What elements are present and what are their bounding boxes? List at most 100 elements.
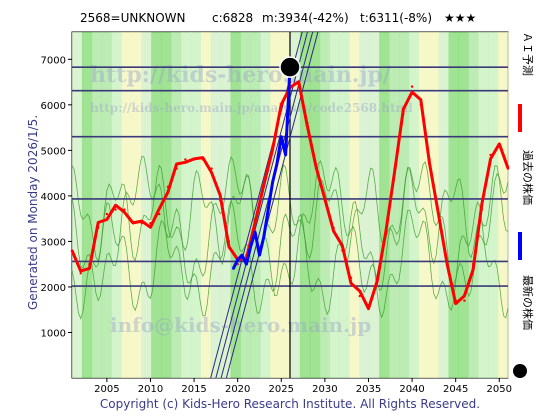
series-point <box>332 226 335 229</box>
background-band <box>161 32 172 378</box>
series-point <box>70 249 74 252</box>
series-point <box>184 158 187 161</box>
background-band <box>171 32 182 378</box>
series-point <box>367 303 370 307</box>
series-point <box>192 158 196 161</box>
x-tick-label: 2040 <box>399 384 424 395</box>
series-point <box>297 85 300 88</box>
background-band <box>299 32 311 378</box>
series-point <box>262 185 266 188</box>
series-point <box>393 167 396 170</box>
current-price-marker <box>279 56 301 78</box>
series-point <box>271 181 274 184</box>
series-point <box>262 235 266 239</box>
legend-dot <box>513 364 527 378</box>
series-point <box>284 153 287 157</box>
background-band <box>339 32 350 378</box>
y-tick-label: 7000 <box>41 55 66 66</box>
background-band <box>448 32 459 378</box>
background-band <box>131 32 142 378</box>
series-point <box>201 158 204 161</box>
series-point <box>480 208 484 211</box>
background-band <box>468 32 479 378</box>
background-band <box>369 32 380 378</box>
series-point <box>463 299 466 302</box>
x-tick-label: 2005 <box>94 384 119 395</box>
background-band <box>151 32 162 378</box>
y-tick-label: 2000 <box>41 283 66 294</box>
legend-label: 過去の株価 <box>521 150 535 205</box>
background-band <box>220 32 232 378</box>
legend-label: 最新の株価 <box>521 275 535 330</box>
background-band <box>478 32 489 378</box>
background-band <box>488 32 499 378</box>
background-band <box>309 32 321 378</box>
generated-date: Generated on Monday 2026/1/5. <box>26 115 40 310</box>
background-band <box>91 32 103 378</box>
header-min: m:3934(-42%) <box>262 11 349 25</box>
series-point <box>253 231 257 234</box>
marker-layer <box>279 56 301 78</box>
x-tick-label: 2015 <box>181 384 206 395</box>
x-tick-label: 2010 <box>138 384 163 395</box>
watermark-analysis-url: http://kids-hero.main.jp/analysis/code25… <box>90 101 413 115</box>
background-band <box>290 32 301 378</box>
background-band <box>408 32 420 378</box>
series-point <box>341 249 344 252</box>
series-point <box>240 253 244 257</box>
y-tick-label: 5000 <box>41 146 66 157</box>
series-point <box>245 262 248 266</box>
header-stars: ★★★ <box>444 11 476 25</box>
series-point <box>271 144 274 148</box>
background-band <box>349 32 360 378</box>
series-point <box>88 262 91 266</box>
header-current: c:6828 <box>212 11 253 25</box>
x-axis-ticks: 2005 2010 2015 2020 2025 2030 2035 2040 2045 2050 <box>94 378 512 395</box>
background-band <box>438 32 450 378</box>
background-band <box>319 32 331 378</box>
plot-area: http://kids-hero.main.jp/ http://kids-he… <box>70 31 510 379</box>
series-point <box>114 208 117 211</box>
series-point <box>498 144 501 148</box>
y-axis-ticks: 1000 2000 3000 4000 5000 6000 7000 <box>41 55 72 339</box>
series-point <box>149 222 152 225</box>
series-point <box>358 294 361 298</box>
series-point <box>267 208 270 211</box>
series-point <box>280 135 283 138</box>
background-band <box>210 32 222 378</box>
background-band <box>250 32 261 378</box>
series-point <box>506 167 510 170</box>
series-point <box>158 212 161 216</box>
background-band <box>260 32 271 378</box>
header-target: t:6311(-8%) <box>360 11 432 25</box>
series-point <box>253 222 257 225</box>
series-point <box>175 167 178 170</box>
series-point <box>437 212 440 216</box>
background-band <box>81 32 93 378</box>
series-point <box>471 262 475 266</box>
series-point <box>323 199 327 202</box>
x-tick-label: 2045 <box>443 384 468 395</box>
y-tick-label: 1000 <box>41 328 66 339</box>
series-point <box>419 103 422 107</box>
background-band <box>389 32 400 378</box>
series-point <box>275 162 279 166</box>
background-band <box>270 32 281 378</box>
series-point <box>249 244 252 248</box>
series-point <box>219 199 222 202</box>
series-point <box>402 112 405 116</box>
trend-line <box>210 31 303 379</box>
trend-line <box>220 31 314 379</box>
series-layer <box>70 65 510 311</box>
series-point <box>384 231 388 234</box>
series-point <box>428 158 431 161</box>
series-point <box>140 222 143 225</box>
trend-line <box>225 31 319 379</box>
background-band <box>399 32 410 378</box>
background-band <box>428 32 440 378</box>
series-point <box>131 222 135 225</box>
series-point <box>236 258 239 261</box>
series-point <box>489 153 492 157</box>
